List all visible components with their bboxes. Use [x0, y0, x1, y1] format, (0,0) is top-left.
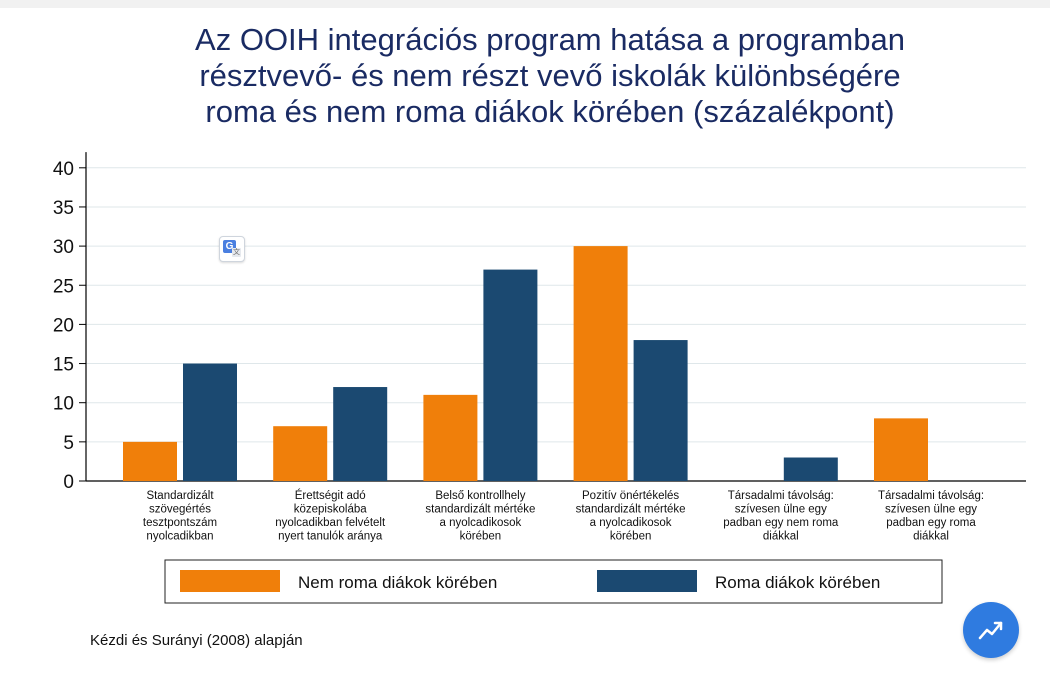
translate-icon[interactable]: G 文 [219, 236, 245, 262]
x-tick-label-line: szövegértés [149, 504, 211, 516]
y-tick-label: 15 [53, 355, 74, 376]
bar [573, 246, 628, 481]
chart-title-line: roma és nem roma diákok körében (százalé… [205, 94, 895, 129]
x-tick-label-line: Standardizált [146, 490, 214, 502]
x-tick-label-line: a nyolcadikosok [439, 517, 521, 529]
y-tick-label: 5 [63, 433, 74, 454]
x-tick-label-line: Érettségit adó [295, 489, 366, 502]
chart-title: Az OOIH integrációs program hatása a pro… [140, 22, 960, 130]
y-tick-label: 25 [53, 276, 74, 297]
top-strip [0, 0, 1050, 8]
x-tick-label: Társadalmi távolság: szívesen ülne egy pad… [878, 490, 984, 543]
y-tick-label: 20 [53, 315, 74, 336]
x-tick-label: Érettségit adó közepiskolába nyolcadikban … [275, 489, 386, 543]
chart-title-line: Az OOIH integrációs program hatása a pro… [195, 22, 905, 57]
x-tick-label-line: Társadalmi távolság: [728, 490, 834, 502]
x-tick-label-line: körében [610, 531, 652, 543]
y-tick-label: 10 [53, 394, 74, 415]
trend-chart-button[interactable] [963, 602, 1019, 658]
legend-label: Nem roma diákok körében [298, 573, 497, 592]
legend-box [164, 559, 943, 604]
bar [783, 457, 838, 481]
x-tick-label: Standardizált szövegértés tesztpontszám nyo… [143, 490, 217, 543]
x-tick-label-line: diákkal [913, 531, 949, 543]
x-tick-label-line: diákkal [763, 531, 799, 543]
x-tick-label-line: standardizált mértéke [576, 504, 686, 516]
y-tick-label: 30 [53, 237, 74, 258]
x-tick-label-line: Belső kontrollhely [435, 490, 525, 502]
x-tick-label-line: Pozitív önértékelés [582, 490, 679, 502]
x-tick-label-line: körében [460, 531, 502, 543]
bar [423, 394, 478, 481]
y-tick-label: 35 [53, 198, 74, 219]
x-tick-label: Pozitív önértékelés standardizált mértéke… [576, 490, 686, 543]
x-tick-label-line: szívesen ülne egy [885, 504, 977, 516]
x-tick-label-line: nyolcadikban felvételt [275, 517, 386, 529]
source-note: Kézdi és Surányi (2008) alapján [90, 632, 303, 649]
x-tick-label-line: tesztpontszám [143, 517, 217, 529]
legend-label: Roma diákok körében [715, 573, 880, 592]
translate-x-glyph: 文 [232, 248, 241, 257]
trend-chart-icon [978, 621, 1003, 640]
x-tick-label-line: a nyolcadikosok [590, 517, 672, 529]
x-tick-label-line: közepiskolába [294, 504, 367, 516]
x-tick-label-line: padban egy roma [886, 517, 976, 529]
x-tick-label-line: Társadalmi távolság: [878, 490, 984, 502]
bar [183, 363, 237, 481]
chart-title-line: résztvevő- és nem részt vevő iskolák kül… [199, 58, 901, 93]
x-tick-label-line: padban egy nem roma [723, 517, 839, 529]
x-tick-label-line: standardizált mértéke [425, 504, 535, 516]
x-tick-label-line: nyert tanulók aránya [278, 531, 383, 543]
bar [273, 426, 328, 481]
x-tick-label-line: nyolcadikban [146, 531, 213, 543]
x-tick-label-line: szívesen ülne egy [735, 504, 827, 516]
legend-swatch [180, 570, 280, 592]
legend-swatch [597, 570, 697, 592]
bar [333, 387, 388, 481]
bar [123, 441, 177, 481]
bar [483, 269, 538, 481]
bar [633, 340, 688, 481]
x-tick-label: Belső kontrollhely standardizált mértéke a… [425, 490, 535, 543]
y-tick-label: 0 [63, 472, 74, 493]
bar [874, 418, 928, 481]
y-tick-label: 40 [53, 159, 74, 180]
x-tick-label: Társadalmi távolság: szívesen ülne egy pad… [723, 490, 839, 543]
